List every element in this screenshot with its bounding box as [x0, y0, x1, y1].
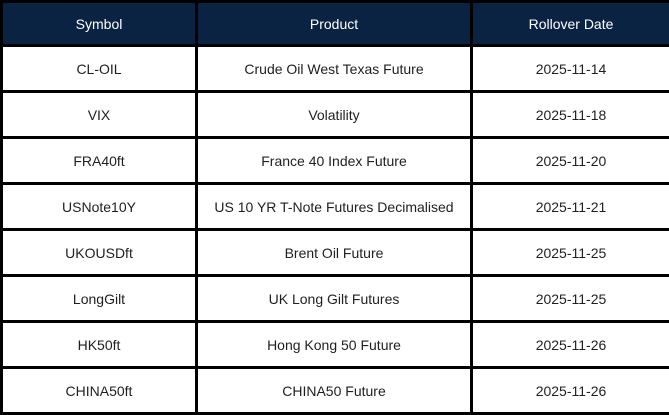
table-row: FRA40ft France 40 Index Future 2025-11-2…: [0, 136, 669, 185]
cell-symbol: LongGilt: [0, 274, 198, 323]
cell-product: UK Long Gilt Futures: [195, 274, 473, 323]
cell-product: US 10 YR T-Note Futures Decimalised: [195, 182, 473, 231]
column-header-product: Product: [195, 0, 473, 47]
cell-symbol: VIX: [0, 90, 198, 139]
table-row: CHINA50ft CHINA50 Future 2025-11-26: [0, 366, 669, 415]
cell-symbol: UKOUSDft: [0, 228, 198, 277]
header-row: Symbol Product Rollover Date: [0, 0, 669, 47]
cell-rollover-date: 2025-11-26: [470, 366, 669, 415]
cell-rollover-date: 2025-11-26: [470, 320, 669, 369]
cell-symbol: CL-OIL: [0, 44, 198, 93]
table-row: CL-OIL Crude Oil West Texas Future 2025-…: [0, 44, 669, 93]
table-row: UKOUSDft Brent Oil Future 2025-11-25: [0, 228, 669, 277]
cell-rollover-date: 2025-11-14: [470, 44, 669, 93]
cell-rollover-date: 2025-11-25: [470, 228, 669, 277]
cell-rollover-date: 2025-11-20: [470, 136, 669, 185]
cell-product: Hong Kong 50 Future: [195, 320, 473, 369]
table-row: HK50ft Hong Kong 50 Future 2025-11-26: [0, 320, 669, 369]
cell-product: CHINA50 Future: [195, 366, 473, 415]
table-row: LongGilt UK Long Gilt Futures 2025-11-25: [0, 274, 669, 323]
cell-rollover-date: 2025-11-18: [470, 90, 669, 139]
cell-symbol: FRA40ft: [0, 136, 198, 185]
table-header-row: Symbol Product Rollover Date: [0, 0, 669, 47]
table-body: CL-OIL Crude Oil West Texas Future 2025-…: [0, 44, 669, 415]
cell-rollover-date: 2025-11-25: [470, 274, 669, 323]
cell-rollover-date: 2025-11-21: [470, 182, 669, 231]
cell-symbol: CHINA50ft: [0, 366, 198, 415]
cell-symbol: USNote10Y: [0, 182, 198, 231]
cell-product: Brent Oil Future: [195, 228, 473, 277]
table-row: USNote10Y US 10 YR T-Note Futures Decima…: [0, 182, 669, 231]
column-header-symbol: Symbol: [0, 0, 198, 47]
cell-symbol: HK50ft: [0, 320, 198, 369]
cell-product: France 40 Index Future: [195, 136, 473, 185]
cell-product: Volatility: [195, 90, 473, 139]
cell-product: Crude Oil West Texas Future: [195, 44, 473, 93]
column-header-rollover-date: Rollover Date: [470, 0, 669, 47]
table-row: VIX Volatility 2025-11-18: [0, 90, 669, 139]
